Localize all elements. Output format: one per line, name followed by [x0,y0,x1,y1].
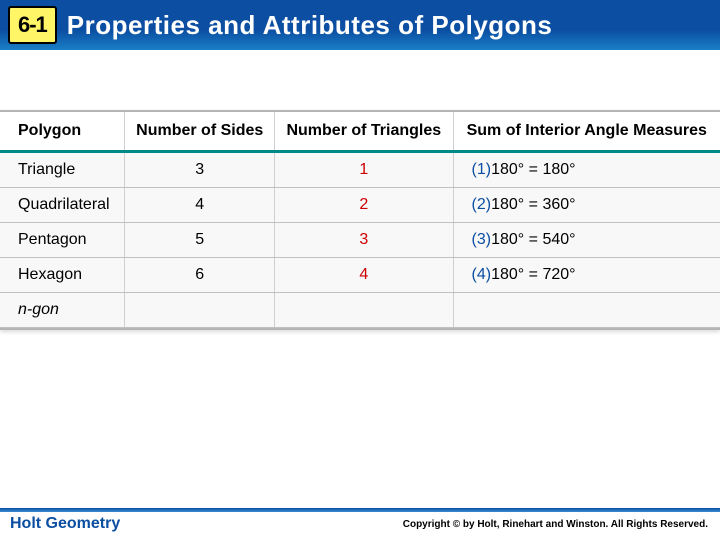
cell-polygon: n-gon [0,293,125,328]
col-header-sides: Number of Sides [125,112,275,152]
sum-prefix: (3) [472,231,492,248]
cell-polygon: Quadrilateral [0,188,125,223]
lesson-number-badge: 6-1 [8,6,57,44]
col-header-sum: Sum of Interior Angle Measures [453,112,720,152]
table-row: Pentagon 5 3 (3)180° = 540° [0,223,720,258]
polygon-table-wrap: Polygon Number of Sides Number of Triang… [0,110,720,330]
cell-sides: 4 [125,188,275,223]
slide-footer: Holt Geometry Copyright © by Holt, Rineh… [0,512,720,540]
sum-eq: 180° = 180° [491,161,575,178]
table-row: n-gon [0,293,720,328]
cell-sides: 3 [125,152,275,188]
cell-sum [453,293,720,328]
table-row: Hexagon 6 4 (4)180° = 720° [0,258,720,293]
slide-header: 6-1 Properties and Attributes of Polygon… [0,0,720,50]
footer-brand: Holt Geometry [10,515,120,533]
cell-triangles: 3 [275,223,453,258]
cell-sum: (3)180° = 540° [453,223,720,258]
polygon-table: Polygon Number of Sides Number of Triang… [0,112,720,328]
table-row: Triangle 3 1 (1)180° = 180° [0,152,720,188]
cell-sides: 5 [125,223,275,258]
cell-triangles: 4 [275,258,453,293]
sum-prefix: (1) [472,161,492,178]
sum-prefix: (2) [472,196,492,213]
cell-triangles: 2 [275,188,453,223]
col-header-polygon: Polygon [0,112,125,152]
table-row: Quadrilateral 4 2 (2)180° = 360° [0,188,720,223]
sum-eq: 180° = 540° [491,231,575,248]
footer-divider [0,508,720,512]
cell-triangles [275,293,453,328]
col-header-triangles: Number of Triangles [275,112,453,152]
sum-prefix: (4) [472,266,492,283]
slide-title: Properties and Attributes of Polygons [67,10,553,41]
col-header-sum-text: Sum of Interior Angle Measures [467,122,707,139]
sum-eq: 180° = 360° [491,196,575,213]
footer-copyright: Copyright © by Holt, Rinehart and Winsto… [403,519,708,530]
cell-triangles: 1 [275,152,453,188]
cell-sides [125,293,275,328]
cell-sum: (1)180° = 180° [453,152,720,188]
cell-polygon: Pentagon [0,223,125,258]
cell-sum: (4)180° = 720° [453,258,720,293]
cell-sum: (2)180° = 360° [453,188,720,223]
sum-eq: 180° = 720° [491,266,575,283]
cell-polygon: Hexagon [0,258,125,293]
cell-sides: 6 [125,258,275,293]
slide-content: Polygon Number of Sides Number of Triang… [0,50,720,330]
cell-polygon: Triangle [0,152,125,188]
table-header-row: Polygon Number of Sides Number of Triang… [0,112,720,152]
